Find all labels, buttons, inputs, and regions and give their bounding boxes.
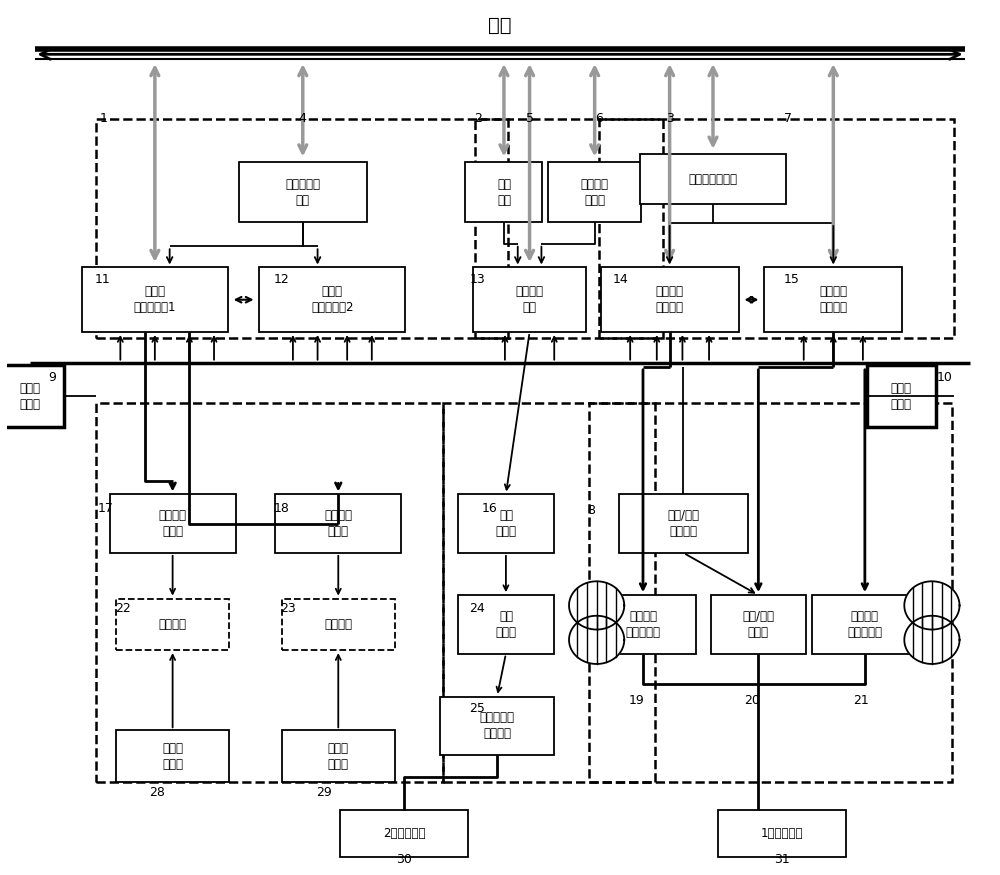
Text: 总线: 总线	[488, 17, 512, 35]
Text: 脚蹬指令
传感器: 脚蹬指令 传感器	[581, 178, 609, 206]
Bar	[601, 268, 739, 332]
Text: 15: 15	[784, 273, 800, 286]
Bar	[465, 162, 542, 222]
Text: 备用刹车
控制单元: 备用刹车 控制单元	[819, 285, 847, 314]
Text: 6: 6	[595, 112, 603, 125]
Text: 9: 9	[48, 371, 56, 384]
Polygon shape	[904, 616, 960, 664]
Text: 转弯控制
单元: 转弯控制 单元	[516, 285, 544, 314]
Text: 22: 22	[115, 601, 131, 614]
Text: 31: 31	[774, 853, 790, 866]
Bar	[110, 494, 236, 553]
Bar	[458, 494, 554, 553]
Text: 24: 24	[469, 601, 485, 614]
Text: 2号液压系统: 2号液压系统	[383, 827, 426, 840]
Text: 14: 14	[612, 273, 628, 286]
Text: 停机/应急
刹车手柄: 停机/应急 刹车手柄	[667, 509, 699, 538]
Bar	[443, 403, 655, 782]
Text: 1: 1	[100, 112, 108, 125]
Text: 内侧机轮
刹车控制阀: 内侧机轮 刹车控制阀	[625, 610, 660, 639]
Bar	[548, 162, 641, 222]
Text: 13: 13	[469, 273, 485, 286]
Bar	[259, 268, 405, 332]
Bar	[475, 119, 663, 339]
Text: 应急放
动力源: 应急放 动力源	[162, 742, 183, 771]
Text: 26: 26	[586, 629, 602, 642]
Text: 29: 29	[317, 786, 332, 799]
Text: 右应急
汇流条: 右应急 汇流条	[891, 382, 912, 410]
Text: 应急开
锁机构: 应急开 锁机构	[328, 742, 349, 771]
Polygon shape	[569, 581, 624, 629]
Bar	[340, 810, 468, 858]
Text: 4: 4	[299, 112, 307, 125]
Text: 19: 19	[628, 694, 644, 707]
Text: 23: 23	[280, 601, 296, 614]
Text: 起落架
收放控制器1: 起落架 收放控制器1	[134, 285, 176, 314]
Text: 正常刹车
控制单元: 正常刹车 控制单元	[656, 285, 684, 314]
Text: 26: 26	[586, 601, 602, 614]
Text: 外侧机轮
刹车控制阀: 外侧机轮 刹车控制阀	[847, 610, 882, 639]
Bar	[96, 403, 443, 782]
Bar	[96, 119, 508, 339]
Bar	[764, 268, 902, 332]
Text: 10: 10	[937, 371, 953, 384]
Text: 17: 17	[98, 501, 113, 514]
Bar	[640, 154, 786, 204]
Bar	[619, 494, 748, 553]
Text: 8: 8	[587, 504, 595, 517]
Text: 7: 7	[784, 112, 792, 125]
Text: 3: 3	[666, 112, 674, 125]
Polygon shape	[569, 616, 624, 664]
Text: 18: 18	[274, 501, 290, 514]
Bar	[590, 595, 696, 654]
Bar	[239, 162, 367, 222]
Text: 主起落架
选择阀: 主起落架 选择阀	[159, 509, 187, 538]
Bar	[589, 403, 952, 782]
Text: 2: 2	[474, 112, 482, 125]
Bar	[82, 268, 228, 332]
Text: 前轮位置反
馈传感器: 前轮位置反 馈传感器	[480, 711, 515, 740]
Text: 11: 11	[95, 273, 110, 286]
Bar	[116, 598, 229, 650]
Bar	[282, 731, 395, 782]
Bar	[867, 365, 936, 427]
Text: 16: 16	[481, 501, 497, 514]
Bar	[599, 119, 954, 339]
Text: 1号液压系统: 1号液压系统	[761, 827, 803, 840]
Text: 转弯
手轮: 转弯 手轮	[497, 178, 511, 206]
Text: 28: 28	[149, 786, 165, 799]
Text: 停机/应急
刹车阀: 停机/应急 刹车阀	[742, 610, 774, 639]
Text: 前起落架: 前起落架	[324, 618, 352, 631]
Text: 起落架
收放控制器2: 起落架 收放控制器2	[311, 285, 354, 314]
Text: 转弯
控制阀: 转弯 控制阀	[495, 509, 516, 538]
Bar	[718, 810, 846, 858]
Text: 转弯
作动器: 转弯 作动器	[495, 610, 516, 639]
Bar	[282, 598, 395, 650]
Text: 12: 12	[273, 273, 289, 286]
Text: 27: 27	[941, 601, 957, 614]
Bar	[711, 595, 806, 654]
Text: 左应急
汇流条: 左应急 汇流条	[19, 382, 40, 410]
Bar	[275, 494, 401, 553]
Text: 25: 25	[469, 703, 485, 715]
Text: 刹车指令传感器: 刹车指令传感器	[688, 172, 738, 186]
Bar	[473, 268, 586, 332]
Text: 前起落架
选择阀: 前起落架 选择阀	[324, 509, 352, 538]
Bar	[458, 595, 554, 654]
Bar	[0, 365, 64, 427]
Bar	[812, 595, 918, 654]
Text: 20: 20	[745, 694, 760, 707]
Text: 主起落架: 主起落架	[159, 618, 187, 631]
Text: 27: 27	[941, 629, 957, 642]
Text: 21: 21	[853, 694, 869, 707]
Bar	[116, 731, 229, 782]
Bar	[440, 696, 554, 755]
Text: 起落架控制
手柄: 起落架控制 手柄	[285, 178, 320, 206]
Text: 30: 30	[396, 853, 412, 866]
Text: 5: 5	[526, 112, 534, 125]
Polygon shape	[904, 581, 960, 629]
